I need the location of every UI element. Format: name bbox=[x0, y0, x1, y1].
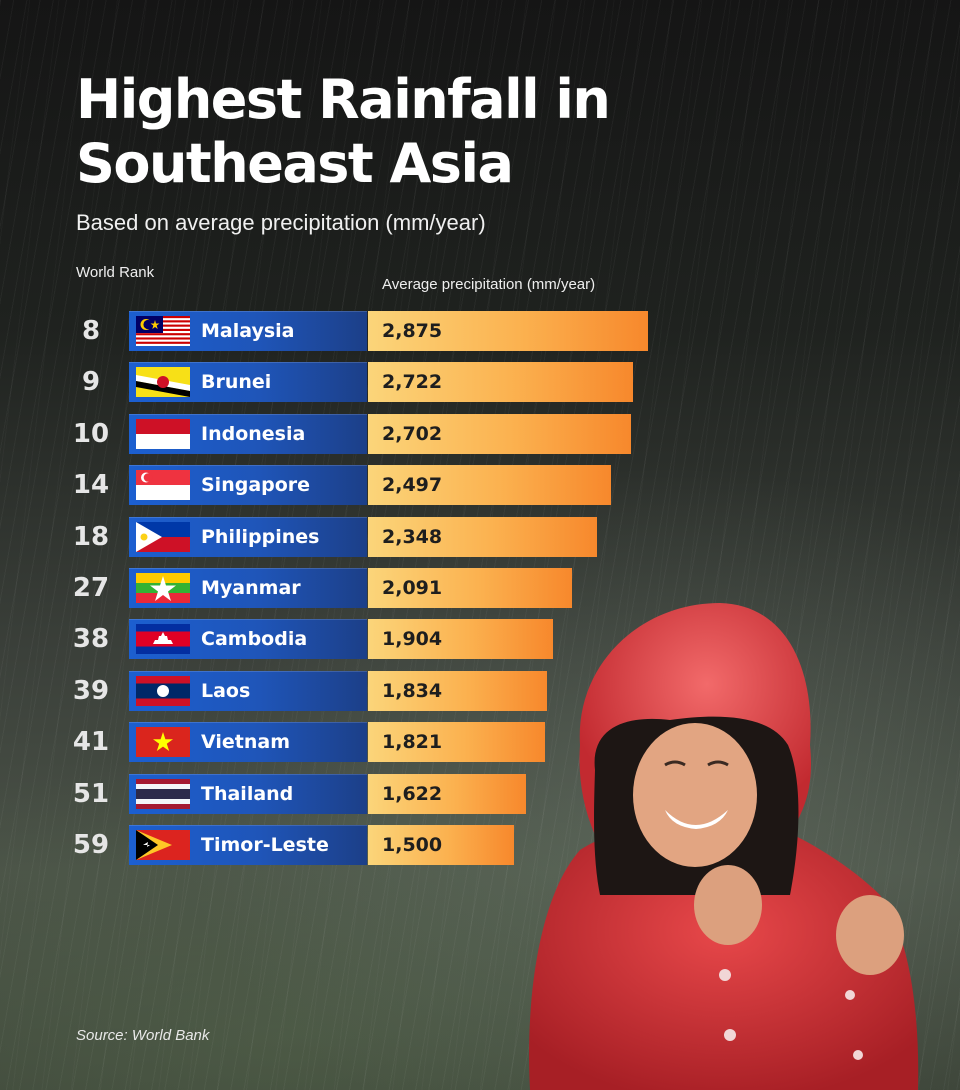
country-name: Indonesia bbox=[201, 422, 306, 445]
country-label-bar: Thailand bbox=[129, 773, 367, 814]
timor-leste-flag bbox=[136, 830, 190, 860]
table-row: 51 Thailand 1,622 bbox=[0, 773, 960, 814]
precipitation-bar: 2,702 bbox=[368, 413, 631, 454]
precipitation-value: 1,821 bbox=[382, 731, 443, 754]
world-rank: 14 bbox=[72, 470, 110, 501]
table-row: 8 Malaysia 2,875 bbox=[0, 311, 960, 351]
world-rank: 27 bbox=[72, 573, 110, 603]
table-row: 10 Indonesia 2,702 bbox=[0, 413, 960, 454]
table-row: 27 Myanmar 2,091 bbox=[0, 568, 960, 608]
precipitation-value: 1,622 bbox=[382, 782, 443, 805]
singapore-flag bbox=[136, 470, 190, 501]
laos-flag bbox=[136, 675, 190, 706]
table-row: 14 Singapore 2,497 bbox=[0, 465, 960, 506]
table-row: 41 Vietnam 1,821 bbox=[0, 722, 960, 763]
table-row: 59 Timor-Leste 1,500 bbox=[0, 825, 960, 865]
country-label-bar: Malaysia bbox=[129, 311, 367, 351]
precipitation-value: 2,091 bbox=[382, 577, 443, 599]
philippines-flag bbox=[136, 521, 190, 552]
precipitation-bar: 1,500 bbox=[368, 825, 514, 865]
country-label-bar: Philippines bbox=[129, 516, 367, 557]
precipitation-bar: 2,091 bbox=[368, 568, 572, 608]
country-label-bar: Indonesia bbox=[129, 413, 367, 454]
chart-title: Highest Rainfall in Southeast Asia bbox=[76, 68, 611, 195]
thailand-flag bbox=[136, 778, 190, 809]
rank-column-header: World Rank bbox=[76, 264, 155, 281]
brunei-flag bbox=[136, 367, 190, 398]
table-row: 9 Brunei 2,722 bbox=[0, 362, 960, 403]
country-label-bar: Vietnam bbox=[129, 722, 367, 763]
chart-subtitle: Based on average precipitation (mm/year) bbox=[76, 210, 486, 235]
country-name: Thailand bbox=[201, 782, 294, 805]
table-row: 38 Cambodia 1,904 bbox=[0, 619, 960, 660]
precipitation-value: 2,348 bbox=[382, 525, 443, 548]
world-rank: 18 bbox=[72, 521, 110, 552]
precipitation-value: 2,875 bbox=[382, 320, 443, 342]
world-rank: 51 bbox=[72, 778, 110, 809]
source-note: Source: World Bank bbox=[76, 1027, 210, 1044]
country-name: Timor-Leste bbox=[201, 834, 329, 856]
country-name: Myanmar bbox=[201, 577, 301, 599]
world-rank: 8 bbox=[81, 316, 101, 346]
precipitation-value: 2,497 bbox=[382, 474, 443, 497]
precipitation-bar: 1,904 bbox=[368, 619, 553, 660]
precipitation-bar: 2,722 bbox=[368, 362, 633, 403]
country-name: Cambodia bbox=[201, 628, 308, 651]
country-name: Brunei bbox=[201, 371, 272, 394]
country-name: Singapore bbox=[201, 474, 311, 497]
precipitation-value: 2,702 bbox=[382, 422, 443, 445]
country-name: Philippines bbox=[201, 525, 320, 548]
precipitation-bar: 1,821 bbox=[368, 722, 545, 763]
world-rank: 10 bbox=[72, 418, 110, 449]
world-rank: 59 bbox=[72, 830, 110, 860]
indonesia-flag bbox=[136, 418, 190, 449]
woman-in-red-raincoat-image bbox=[529, 603, 919, 1090]
country-name: Vietnam bbox=[201, 731, 290, 754]
world-rank: 41 bbox=[72, 727, 110, 758]
world-rank: 39 bbox=[72, 675, 110, 706]
vietnam-flag bbox=[136, 727, 190, 758]
table-row: 39 Laos 1,834 bbox=[0, 670, 960, 711]
precipitation-value: 1,500 bbox=[382, 834, 443, 856]
myanmar-flag bbox=[136, 573, 190, 603]
precipitation-bar: 2,497 bbox=[368, 465, 611, 506]
country-label-bar: Myanmar bbox=[129, 568, 367, 608]
country-label-bar: Singapore bbox=[129, 465, 367, 506]
world-rank: 9 bbox=[81, 367, 101, 398]
country-label-bar: Timor-Leste bbox=[129, 825, 367, 865]
table-row: 18 Philippines 2,348 bbox=[0, 516, 960, 557]
country-label-bar: Brunei bbox=[129, 362, 367, 403]
value-column-header: Average precipitation (mm/year) bbox=[382, 276, 596, 293]
precipitation-value: 1,904 bbox=[382, 628, 443, 651]
precipitation-bar: 1,622 bbox=[368, 773, 526, 814]
world-rank: 38 bbox=[72, 624, 110, 655]
precipitation-value: 2,722 bbox=[382, 371, 443, 394]
country-name: Laos bbox=[201, 679, 251, 702]
precipitation-bar: 2,875 bbox=[368, 311, 648, 351]
country-label-bar: Cambodia bbox=[129, 619, 367, 660]
precipitation-bar: 1,834 bbox=[368, 670, 547, 711]
precipitation-value: 1,834 bbox=[382, 679, 443, 702]
malaysia-flag bbox=[136, 316, 190, 346]
country-name: Malaysia bbox=[201, 320, 295, 342]
cambodia-flag bbox=[136, 624, 190, 655]
precipitation-bar: 2,348 bbox=[368, 516, 597, 557]
country-label-bar: Laos bbox=[129, 670, 367, 711]
